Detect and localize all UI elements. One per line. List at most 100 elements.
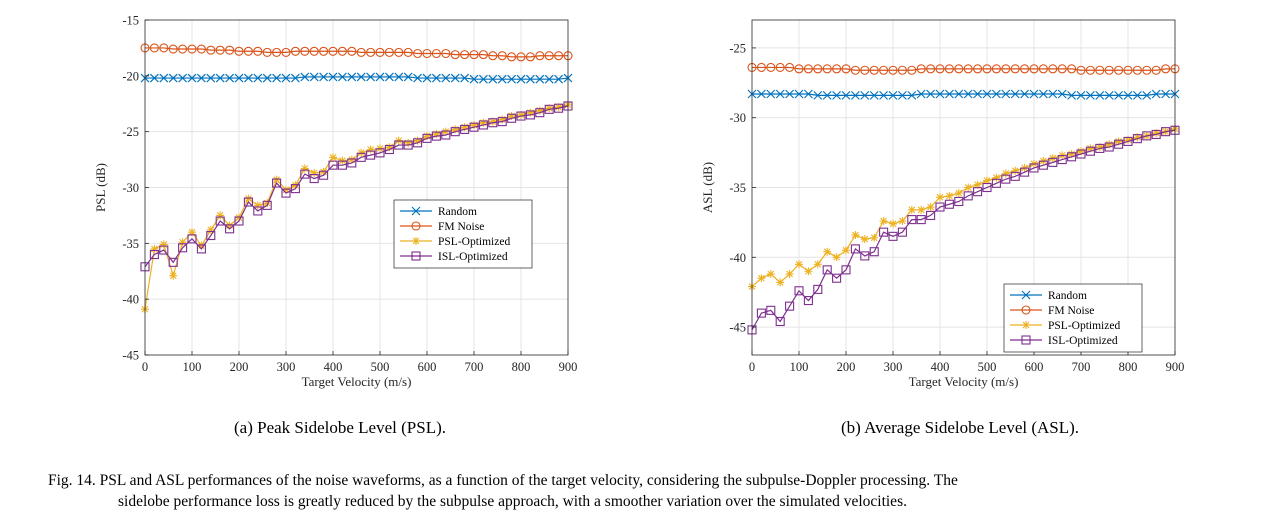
data-point bbox=[413, 48, 423, 59]
data-point bbox=[945, 191, 954, 200]
data-point bbox=[469, 122, 479, 132]
data-point bbox=[775, 316, 785, 327]
data-point bbox=[319, 170, 329, 180]
data-point bbox=[813, 90, 823, 100]
data-point bbox=[757, 89, 766, 99]
data-point bbox=[1142, 131, 1152, 141]
data-point bbox=[441, 130, 451, 140]
data-point bbox=[216, 211, 225, 220]
data-point bbox=[822, 265, 832, 275]
data-point bbox=[945, 89, 954, 99]
data-point bbox=[1077, 147, 1085, 156]
data-point bbox=[794, 286, 804, 296]
data-point bbox=[272, 73, 281, 83]
data-point bbox=[469, 50, 479, 60]
data-point bbox=[803, 64, 813, 74]
data-point bbox=[394, 140, 404, 150]
data-point bbox=[935, 202, 945, 212]
data-point bbox=[469, 74, 479, 84]
data-point bbox=[832, 273, 842, 283]
data-point bbox=[1142, 65, 1152, 75]
data-point bbox=[926, 89, 935, 99]
data-point bbox=[384, 47, 394, 57]
data-point bbox=[422, 48, 432, 59]
data-point bbox=[954, 196, 964, 207]
data-point bbox=[1114, 90, 1123, 100]
data-point bbox=[1020, 89, 1029, 99]
data-point bbox=[776, 278, 785, 287]
data-point bbox=[206, 73, 216, 83]
x-tick-label: 200 bbox=[230, 360, 249, 374]
data-point bbox=[403, 140, 413, 150]
data-point bbox=[785, 270, 794, 279]
x-axis-label: Target Velocity (m/s) bbox=[909, 374, 1019, 389]
x-tick-label: 500 bbox=[978, 360, 997, 374]
data-point bbox=[338, 72, 347, 82]
data-point bbox=[300, 72, 310, 82]
data-point bbox=[841, 64, 851, 74]
data-point bbox=[822, 90, 832, 100]
data-point bbox=[253, 73, 263, 83]
data-point bbox=[488, 118, 498, 128]
legend-entry: Random bbox=[1010, 290, 1087, 302]
legend: Random FM Noise PSL-Optimized ISL-Optimized bbox=[393, 199, 533, 269]
data-point bbox=[300, 46, 310, 56]
data-point bbox=[1076, 90, 1086, 100]
data-point bbox=[991, 64, 1001, 74]
data-point bbox=[907, 205, 916, 214]
data-point bbox=[897, 227, 907, 237]
data-point bbox=[1161, 127, 1171, 137]
data-point bbox=[1076, 149, 1086, 159]
data-point bbox=[150, 73, 159, 83]
data-point bbox=[554, 51, 564, 61]
data-point bbox=[898, 90, 907, 100]
data-point bbox=[1161, 64, 1171, 74]
data-point bbox=[441, 127, 450, 136]
data-point bbox=[1151, 65, 1161, 75]
data-point bbox=[1001, 64, 1011, 74]
data-point bbox=[526, 74, 535, 84]
legend-entry: FM Noise bbox=[400, 221, 484, 233]
x-tick-label: 500 bbox=[371, 360, 390, 374]
data-point bbox=[1104, 142, 1114, 152]
data-point bbox=[159, 240, 168, 249]
data-point bbox=[281, 188, 291, 198]
data-point bbox=[497, 74, 507, 84]
data-point bbox=[813, 64, 823, 74]
data-point bbox=[422, 133, 432, 143]
data-point bbox=[282, 185, 290, 194]
legend-marker bbox=[411, 206, 421, 216]
data-point bbox=[850, 244, 860, 254]
series-line bbox=[145, 76, 569, 80]
x-axis-label: Target Velocity (m/s) bbox=[302, 374, 412, 389]
data-point bbox=[860, 251, 870, 261]
data-point bbox=[785, 89, 794, 99]
data-point bbox=[926, 210, 936, 220]
data-point bbox=[907, 90, 917, 100]
data-point bbox=[431, 48, 441, 59]
data-point bbox=[206, 225, 215, 234]
data-point bbox=[1067, 152, 1077, 162]
data-point bbox=[963, 89, 973, 99]
data-point bbox=[366, 47, 376, 57]
data-point bbox=[1011, 166, 1020, 175]
chart-psl: 0 100 200 300 400 500 600 700 800 900 -45 -40 -35 -30… bbox=[93, 14, 577, 390]
data-point bbox=[460, 50, 470, 60]
data-point bbox=[535, 51, 545, 61]
data-point bbox=[1133, 133, 1142, 142]
data-point bbox=[328, 46, 338, 56]
data-point bbox=[375, 72, 385, 82]
x-tick-label: 300 bbox=[884, 360, 903, 374]
y-tick-label: -30 bbox=[122, 181, 139, 195]
data-point bbox=[1086, 144, 1095, 153]
y-tick-label: -45 bbox=[122, 349, 139, 363]
data-point bbox=[982, 182, 992, 193]
legend-label: Random bbox=[438, 206, 477, 218]
data-point bbox=[544, 74, 554, 84]
data-point bbox=[954, 189, 963, 198]
legend-label: ISL-Optimized bbox=[1048, 335, 1118, 347]
data-point bbox=[1114, 139, 1124, 149]
data-point bbox=[1067, 90, 1076, 100]
data-point bbox=[337, 160, 347, 170]
x-tick-label: 900 bbox=[1166, 360, 1185, 374]
